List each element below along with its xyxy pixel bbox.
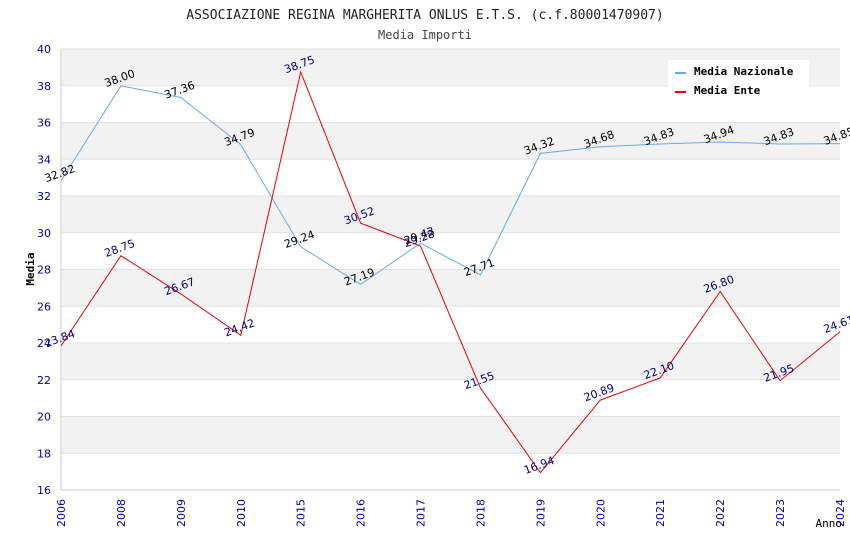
- y-tick-label: 32: [37, 190, 51, 203]
- grid-band: [61, 269, 840, 307]
- legend: Media Nazionale Media Ente: [668, 60, 809, 101]
- grid-band: [61, 159, 840, 196]
- x-tick-label: 2020: [594, 499, 607, 527]
- y-tick-label: 20: [37, 411, 51, 424]
- x-tick-labels: 2006 2008 2009 2010 2015 2016 2017 2018 2019 2020…: [55, 499, 847, 527]
- x-tick-label: 2019: [534, 499, 547, 527]
- y-tick-label: 18: [37, 447, 51, 460]
- legend-label-ente: Media Ente: [694, 84, 761, 97]
- series-line-media-nazionale: [60, 85, 841, 285]
- x-tick-label: 2015: [295, 499, 308, 527]
- x-tick-label: 2021: [654, 499, 667, 527]
- x-tick-label: 2023: [774, 499, 787, 527]
- grid-bands: [61, 49, 840, 490]
- y-tick-labels: 16 18 20 22 24 26 28 30 32 34 36 38 40: [37, 43, 51, 497]
- y-tick-label: 40: [37, 43, 51, 56]
- chart-subtitle: Media Importi: [378, 28, 472, 42]
- x-tick-label: 2009: [175, 499, 188, 527]
- x-tick-label: 2008: [115, 499, 128, 527]
- x-tick-label: 2010: [235, 499, 248, 527]
- y-tick-label: 16: [37, 484, 51, 497]
- x-tick-label: 2017: [415, 499, 428, 527]
- grid-band: [61, 196, 840, 233]
- grid-band: [61, 343, 840, 380]
- grid-band: [61, 453, 840, 490]
- y-axis-title: Media: [24, 252, 37, 285]
- y-tick-label: 28: [37, 264, 51, 277]
- x-tick-label: 2006: [55, 499, 68, 527]
- chart-title: ASSOCIAZIONE REGINA MARGHERITA ONLUS E.T…: [186, 8, 663, 23]
- x-tick-label: 2024: [834, 499, 847, 527]
- series-line-media-ente: [60, 70, 841, 474]
- x-tick-label: 2016: [355, 499, 368, 527]
- y-tick-label: 34: [37, 153, 51, 166]
- y-tick-label: 24: [37, 337, 51, 350]
- y-tick-label: 22: [37, 374, 51, 387]
- series-lines: [60, 70, 841, 474]
- grid-band: [61, 416, 840, 454]
- y-tick-label: 36: [37, 117, 51, 130]
- y-tick-label: 26: [37, 300, 51, 313]
- x-tick-label: 2018: [474, 499, 487, 527]
- x-tick-label: 2022: [714, 499, 727, 527]
- legend-label-nazionale: Media Nazionale: [694, 65, 794, 78]
- x-axis-title: Anno: [816, 517, 843, 530]
- y-tick-label: 30: [37, 227, 51, 240]
- legend-box: [668, 60, 809, 101]
- grid-band: [61, 122, 840, 160]
- grid-band: [61, 232, 840, 270]
- y-tick-label: 38: [37, 80, 51, 93]
- grid-band: [61, 306, 840, 343]
- grid-band: [61, 379, 840, 417]
